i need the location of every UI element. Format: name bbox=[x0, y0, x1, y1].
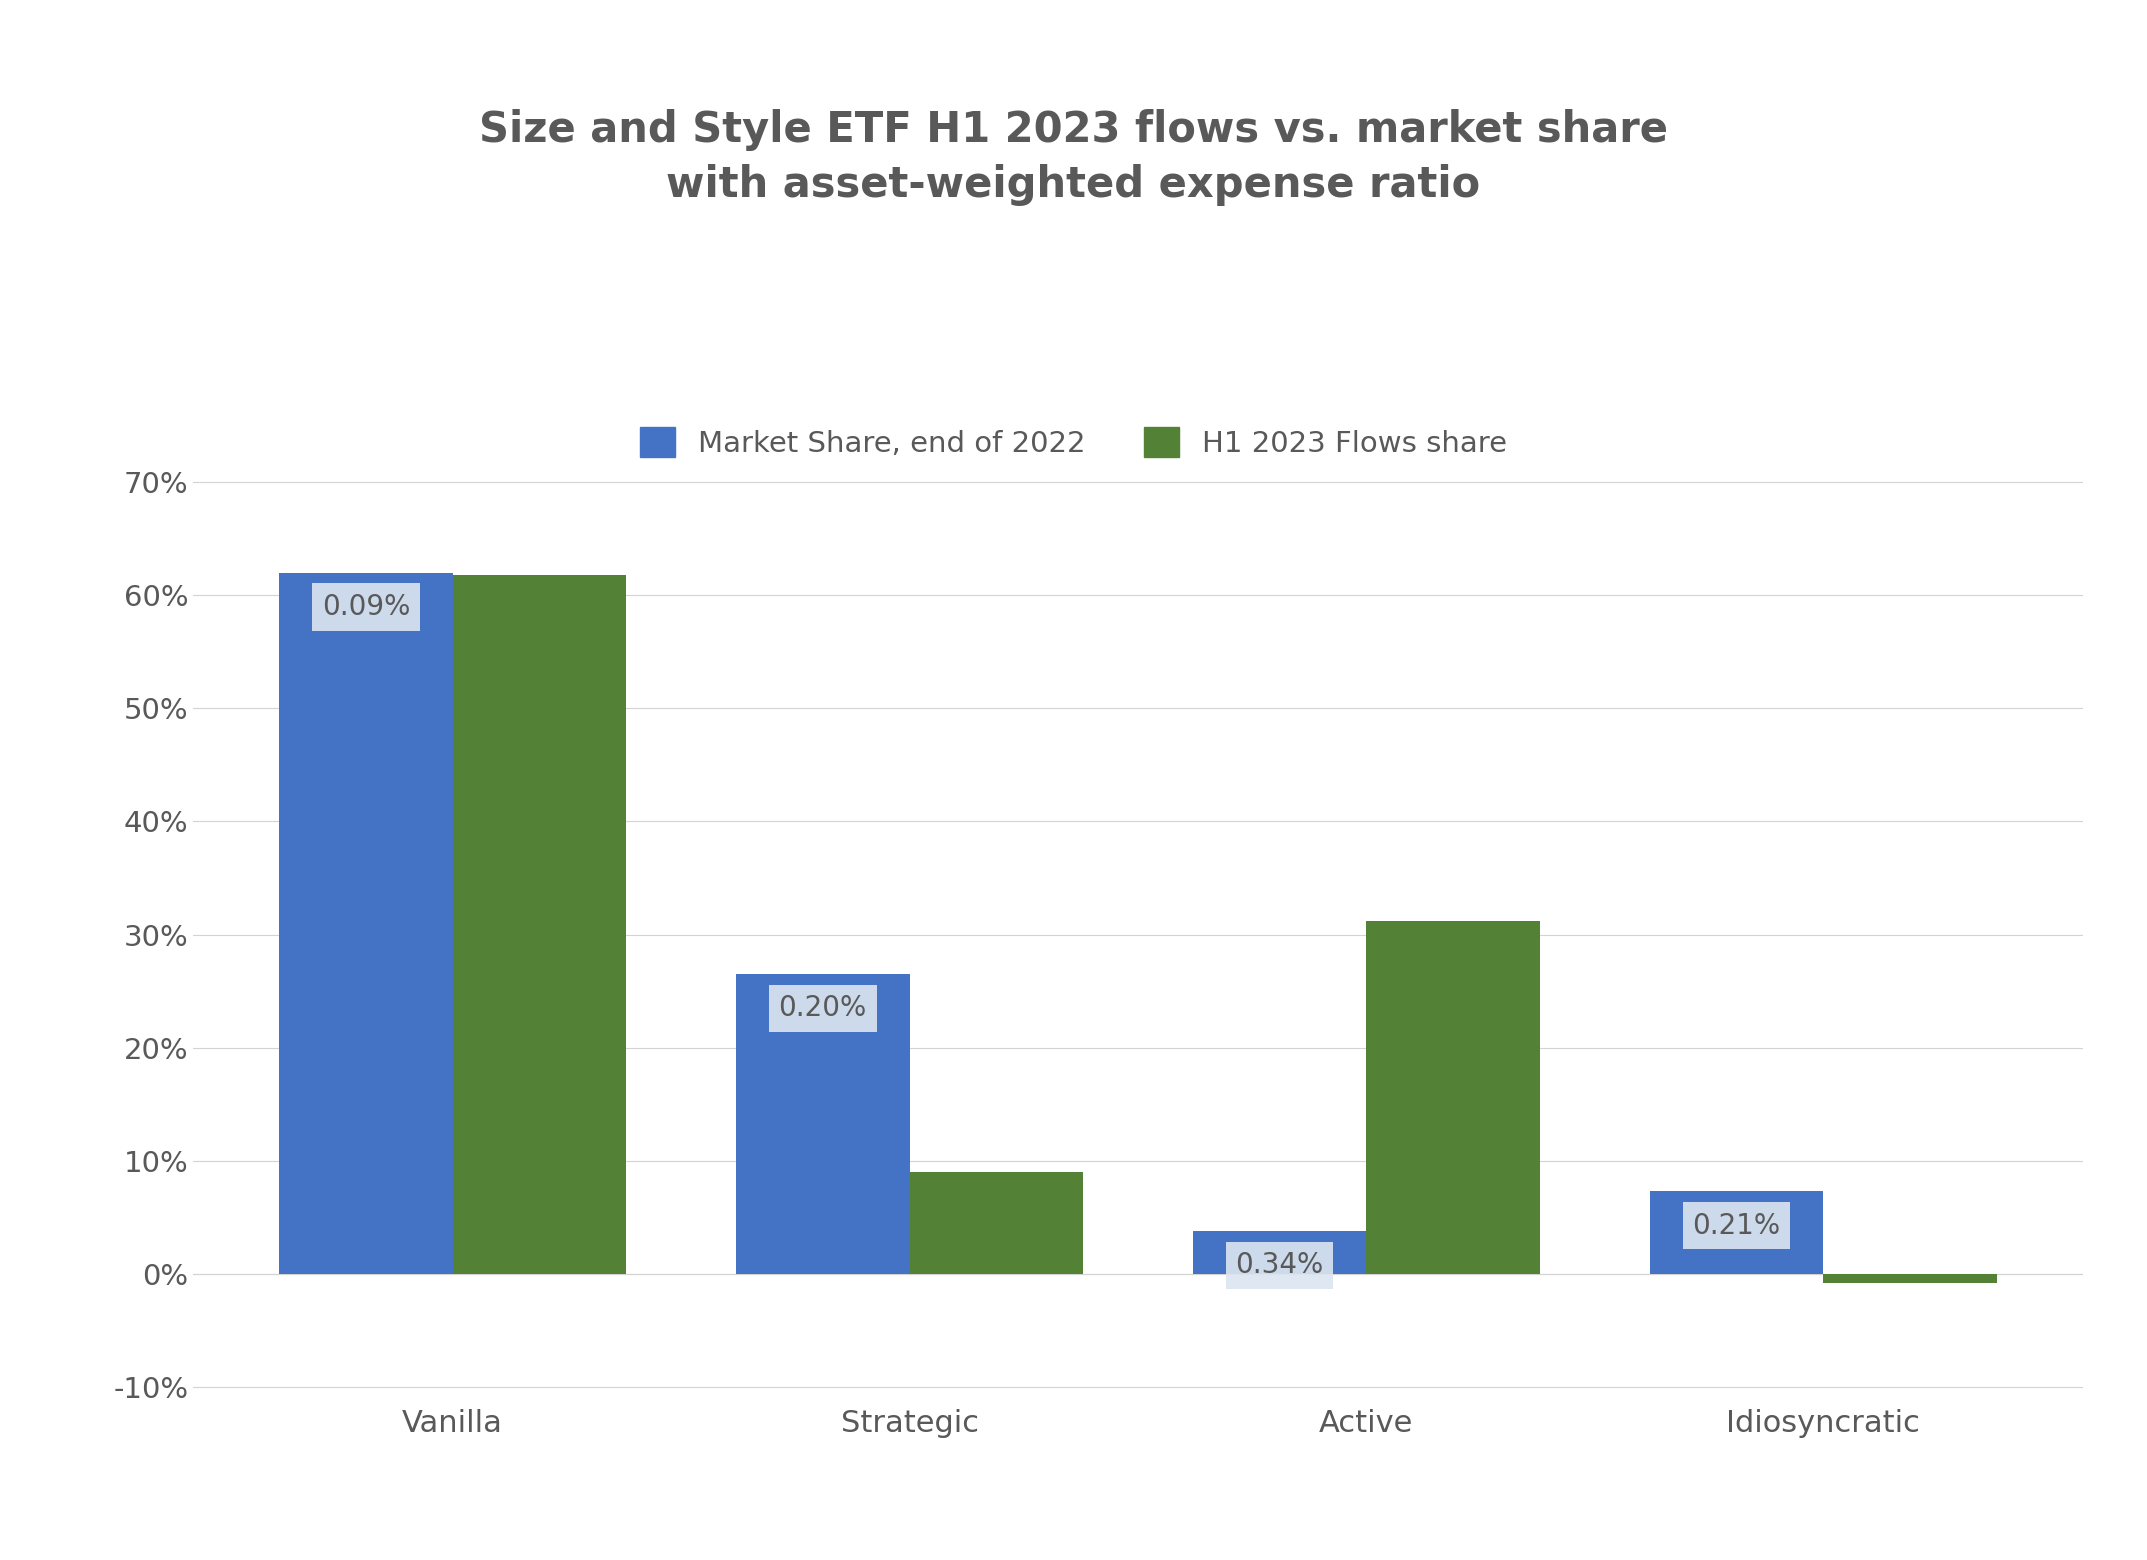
Text: Size and Style ETF H1 2023 flows vs. market share
with asset-weighted expense ra: Size and Style ETF H1 2023 flows vs. mar… bbox=[479, 109, 1668, 206]
Text: 0.09%: 0.09% bbox=[322, 593, 410, 621]
Bar bbox=[453, 574, 627, 1275]
Bar bbox=[1365, 920, 1539, 1275]
Bar bbox=[1194, 1231, 1365, 1275]
Legend: Market Share, end of 2022, H1 2023 Flows share: Market Share, end of 2022, H1 2023 Flows… bbox=[625, 412, 1522, 473]
Bar bbox=[910, 1172, 1082, 1275]
Text: 0.21%: 0.21% bbox=[1692, 1212, 1780, 1240]
Bar bbox=[279, 573, 453, 1275]
Bar bbox=[1823, 1275, 1997, 1282]
Bar bbox=[1649, 1192, 1823, 1275]
Bar bbox=[736, 973, 910, 1275]
Text: 0.34%: 0.34% bbox=[1235, 1251, 1325, 1279]
Text: 0.20%: 0.20% bbox=[779, 994, 867, 1022]
